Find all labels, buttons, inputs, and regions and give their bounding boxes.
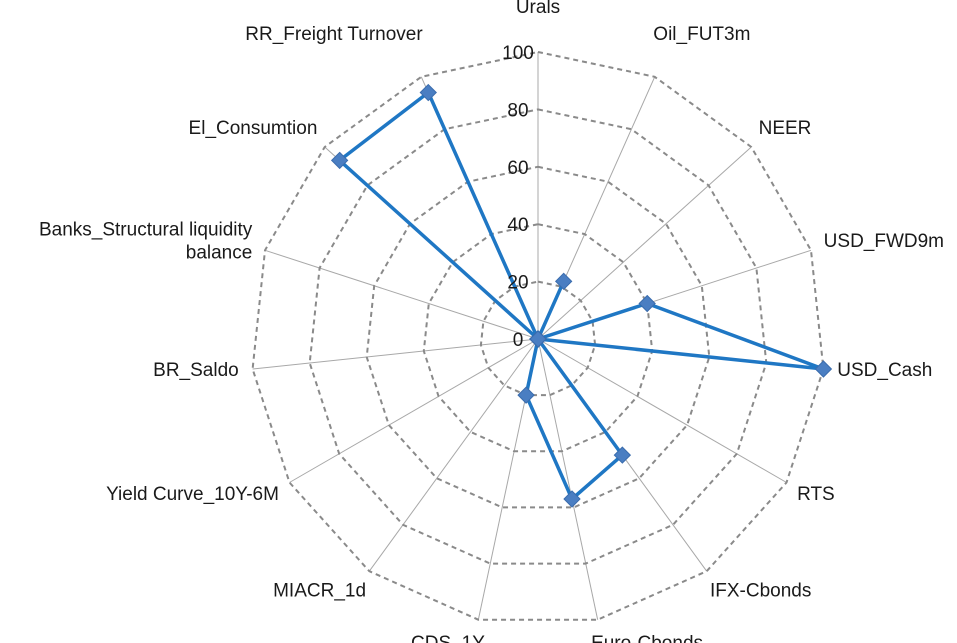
grid-ring-40 — [422, 223, 654, 453]
tick-label-20: 20 — [507, 273, 528, 294]
tick-label-0: 0 — [513, 330, 524, 351]
data-point-oil-fut3m — [554, 272, 573, 291]
axis-spoke-banks-structural-liquidity-balance — [264, 249, 539, 340]
data-point-cds-1y — [517, 386, 535, 404]
category-label-urals: Urals — [516, 0, 560, 18]
axis-spoke-yield-curve-10y-6m — [289, 338, 539, 483]
category-label-br-saldo: BR_Saldo — [153, 360, 239, 381]
category-label-banks-structural-liquidity-balance: Banks_Structural liquidity balance — [39, 219, 253, 263]
grid-ring-60 — [365, 165, 711, 509]
category-label-layer: Urals Oil_FUT3m NEER USD_FWD9m USD_Cash RTS IF… — [39, 0, 944, 643]
data-point-rr-freight-turnover — [419, 83, 437, 102]
tick-label-80: 80 — [507, 100, 528, 121]
data-point-euro-cbonds — [563, 490, 581, 508]
grid-ring-80 — [308, 108, 768, 565]
category-label-cds-1y: CDS_1Y — [411, 633, 485, 643]
category-label-euro-cbonds: Euro-Cbonds — [591, 633, 703, 643]
series-layer — [330, 83, 833, 508]
category-label-usd-cash: USD_Cash — [837, 360, 932, 381]
category-label-rts: RTS — [797, 484, 835, 505]
axis-spoke-euro-cbonds — [537, 338, 599, 620]
axis-spoke-rts — [537, 338, 787, 483]
data-point-banks-structural-liquidity-balance — [529, 330, 547, 348]
category-label-usd-fwd9m: USD_FWD9m — [824, 231, 944, 252]
tick-label-40: 40 — [507, 215, 528, 236]
tick-label-layer: 0 20 40 60 80 100 — [502, 43, 534, 351]
category-label-miacr-1d: MIACR_1d — [273, 581, 366, 602]
axis-spoke-br-saldo — [252, 338, 539, 370]
data-point-usd-cash — [814, 360, 833, 378]
grid-ring-20 — [479, 280, 597, 397]
grid-ring-100 — [251, 50, 825, 621]
category-label-rr-freight-turnover: RR_Freight Turnover — [245, 24, 423, 45]
category-label-yield-curve-10y-6m: Yield Curve_10Y-6M — [106, 484, 279, 505]
data-point-ifx-cbonds — [613, 446, 632, 464]
tick-label-60: 60 — [507, 158, 528, 179]
category-label-el-consumtion: El_Consumtion — [189, 118, 318, 139]
tick-label-100: 100 — [502, 43, 534, 64]
axis-spoke-miacr-1d — [368, 338, 539, 572]
category-label-ifx-cbonds: IFX-Cbonds — [710, 581, 811, 602]
axis-spoke-neer — [537, 146, 752, 340]
category-label-oil-fut3m: Oil_FUT3m — [653, 24, 750, 45]
data-point-usd-fwd9m — [638, 294, 656, 313]
category-label-neer: NEER — [759, 118, 812, 139]
data-point-el-consumtion — [330, 151, 349, 170]
